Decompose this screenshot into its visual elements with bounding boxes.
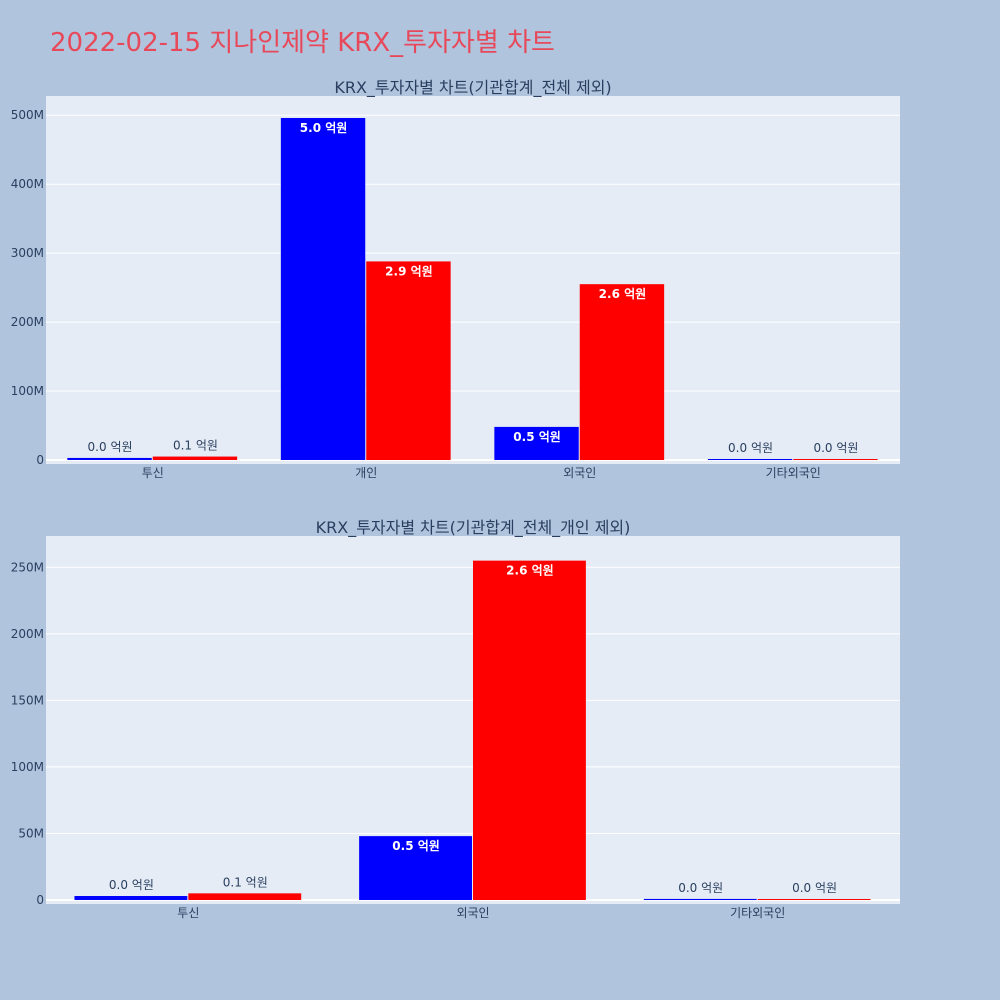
bar xyxy=(473,560,586,900)
y-tick-label: 0 xyxy=(36,453,44,467)
data-label: 0.0 억원 xyxy=(792,881,837,895)
data-label: 0.0 억원 xyxy=(88,440,133,454)
page-title: 2022-02-15 지나인제약 KRX_투자자별 차트 xyxy=(50,28,555,58)
bar xyxy=(707,459,793,460)
x-tick-label: 투신 xyxy=(177,906,199,920)
y-tick-label: 200M xyxy=(11,627,44,641)
bar xyxy=(359,836,472,900)
x-tick-label: 외국인 xyxy=(563,466,596,480)
data-label: 0.1 억원 xyxy=(173,439,218,453)
chart-top: KRX_투자자별 차트(기관합계_전체 제외) 0 100M 200M 300M 400M… xyxy=(11,78,900,480)
data-label: 0.0 억원 xyxy=(109,878,154,892)
data-label: 0.5 억원 xyxy=(392,839,440,853)
chart-title: KRX_투자자별 차트(기관합계_전체_개인 제외) xyxy=(316,518,631,538)
bar xyxy=(643,898,757,900)
data-label: 0.0 억원 xyxy=(678,881,723,895)
bar xyxy=(74,896,188,900)
x-tick-label: 기타외국인 xyxy=(730,906,785,920)
y-tick-label: 300M xyxy=(11,246,44,260)
y-tick-label: 250M xyxy=(11,560,44,574)
data-label: 2.9 억원 xyxy=(385,264,433,278)
y-tick-label: 100M xyxy=(11,384,44,398)
bar xyxy=(366,261,451,460)
bar xyxy=(757,899,871,900)
data-label: 2.6 억원 xyxy=(599,287,647,301)
bar xyxy=(579,284,665,460)
plot-area xyxy=(46,96,900,464)
bar xyxy=(793,459,878,460)
y-tick-label: 100M xyxy=(11,760,44,774)
data-label: 0.0 억원 xyxy=(728,441,773,455)
chart-title: KRX_투자자별 차트(기관합계_전체 제외) xyxy=(334,78,611,98)
y-tick-label: 400M xyxy=(11,177,44,191)
chart-bottom: KRX_투자자별 차트(기관합계_전체_개인 제외) 0 50M 100M 150M 20… xyxy=(11,518,900,920)
x-tick-label: 개인 xyxy=(355,466,377,480)
bar xyxy=(67,457,152,460)
y-tick-label: 500M xyxy=(11,108,44,122)
data-label: 0.5 억원 xyxy=(513,430,561,444)
data-label: 0.0 억원 xyxy=(813,441,858,455)
x-tick-label: 투신 xyxy=(142,466,164,480)
data-label: 2.6 억원 xyxy=(506,564,554,578)
data-label: 0.1 억원 xyxy=(223,875,268,889)
data-label: 5.0 억원 xyxy=(300,121,348,135)
bar xyxy=(494,426,579,460)
y-tick-label: 150M xyxy=(11,693,44,707)
y-tick-label: 200M xyxy=(11,315,44,329)
y-tick-label: 50M xyxy=(18,826,44,840)
bar xyxy=(280,117,366,461)
bar xyxy=(188,893,302,900)
x-tick-label: 외국인 xyxy=(456,906,489,920)
bar xyxy=(152,456,238,460)
x-tick-label: 기타외국인 xyxy=(766,466,821,480)
y-tick-label: 0 xyxy=(36,893,44,907)
